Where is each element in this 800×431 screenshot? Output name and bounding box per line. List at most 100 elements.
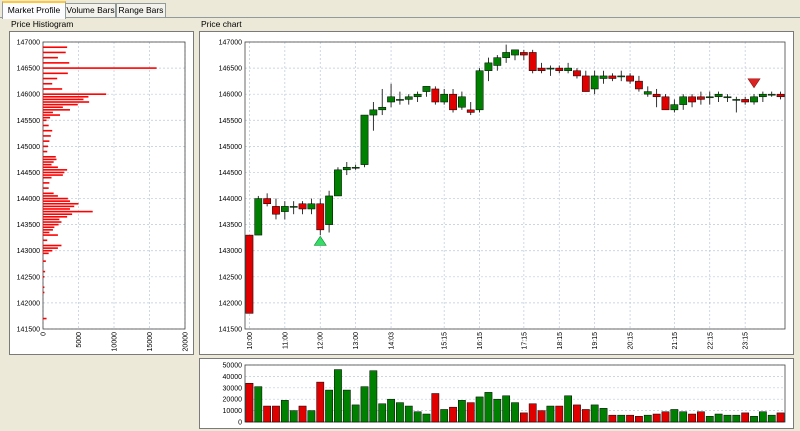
candle-body [254, 198, 263, 236]
volume-y-tick-label: 20000 [223, 397, 243, 404]
histogram-y-tick-label: 145000 [17, 144, 40, 151]
histogram-bar [43, 158, 57, 161]
volume-bar [422, 413, 431, 423]
histogram-bar [43, 234, 58, 236]
volume-bar [360, 386, 369, 423]
histogram-panel: 147000 146500 146000 145500 145000 144500 1440… [9, 31, 194, 355]
volume-bar [776, 412, 785, 423]
volume-bar [484, 392, 493, 423]
histogram-bar [43, 163, 52, 166]
volume-bar [688, 413, 696, 423]
candle-body [635, 80, 643, 90]
histogram-bar [43, 46, 68, 49]
candle-body [537, 67, 546, 71]
candle-body [449, 93, 457, 111]
volume-panel: 50000 40000 30000 20000 10000 0 [199, 358, 794, 429]
histogram-bar [43, 93, 107, 95]
volume-bar [573, 404, 581, 423]
price-y-tick-label: 142000 [219, 300, 242, 307]
candle-body [581, 75, 590, 92]
volume-bar [528, 403, 537, 423]
volume-bar [254, 386, 263, 423]
price-x-tick-label: 22:15 [707, 332, 714, 350]
histogram-bar [43, 187, 49, 189]
candle-body [396, 99, 404, 101]
volume-bar [316, 381, 325, 423]
histogram-bar [43, 202, 79, 205]
price-x-tick-label: 23:15 [743, 332, 750, 350]
volume-bar [325, 389, 333, 423]
volume-bar [245, 382, 254, 423]
volume-bar [475, 396, 484, 423]
price-x-tick-label: 17:15 [521, 332, 528, 350]
volume-bar [643, 414, 652, 423]
histogram-bar [43, 239, 48, 242]
histogram-bar [43, 229, 53, 231]
histogram-bar [43, 174, 63, 176]
candle-body [643, 91, 652, 95]
histogram-bar [43, 101, 90, 103]
volume-bar [679, 411, 688, 423]
candle-body [378, 106, 387, 111]
histogram-bar [43, 67, 157, 69]
histogram-bar [43, 166, 58, 169]
price-x-tick-label: 18:15 [557, 332, 564, 350]
candle-body [564, 67, 572, 71]
price-y-tick-label: 144500 [219, 170, 242, 177]
price-y-tick-label: 146500 [219, 66, 242, 73]
candle-body [484, 62, 493, 71]
tab-range-bars[interactable]: Range Bars [116, 3, 166, 17]
histogram-y-tick-label: 141500 [17, 327, 40, 334]
histogram-bar [43, 216, 68, 218]
histogram-bar [43, 135, 51, 137]
candle-body [502, 52, 511, 58]
price-y-tick-label: 147000 [219, 40, 242, 47]
volume-bar [263, 405, 272, 423]
volume-bar [750, 416, 758, 423]
volume-bar [661, 411, 670, 423]
volume-bar [599, 408, 608, 423]
volume-bar [652, 413, 661, 423]
histogram-bar [43, 171, 65, 174]
volume-bar [289, 410, 298, 423]
tab-volume-bars[interactable]: Volume Bars [65, 3, 116, 17]
histogram-bar [43, 182, 50, 184]
histogram-bar [43, 106, 63, 109]
histogram-bar [43, 176, 52, 179]
histogram-x-tick-label: 5000 [76, 332, 83, 348]
candle-body [750, 96, 758, 103]
volume-bar [635, 416, 643, 423]
histogram-bar [43, 286, 45, 289]
volume-bar [741, 412, 750, 423]
price-y-tick-label: 143500 [219, 222, 242, 229]
candle-body [245, 234, 254, 314]
price-chart-panel: 147000 146500 146000 145500 145000 144500 1440… [199, 31, 794, 355]
candle-body [422, 86, 431, 92]
candle-body [440, 93, 449, 103]
histogram-y-tick-label: 144500 [17, 170, 40, 177]
price-x-tick-label: 15:15 [442, 332, 449, 350]
volume-bar [546, 405, 555, 423]
volume-bar [449, 406, 457, 423]
price-y-tick-label: 141500 [219, 327, 242, 334]
histogram-y-tick-label: 146500 [17, 66, 40, 73]
candle-body [741, 99, 750, 103]
volume-bar [351, 404, 360, 423]
candle-body [289, 206, 298, 208]
histogram-bar [43, 210, 93, 213]
histogram-x-tick-label: 20000 [183, 332, 190, 352]
candle-body [493, 57, 502, 66]
volume-bar [581, 409, 590, 423]
volume-bar [502, 395, 511, 423]
volume-bar [617, 414, 626, 423]
volume-bar [723, 414, 732, 423]
candle-body [413, 93, 422, 98]
histogram-bar [43, 114, 61, 116]
tab-market-profile[interactable]: Market Profile [2, 1, 66, 19]
price-y-tick-label: 146000 [219, 92, 242, 99]
candle-body [555, 67, 564, 71]
volume-bar [431, 393, 440, 423]
candle-body [661, 96, 670, 111]
candle-body [511, 49, 519, 56]
histogram-bar [43, 145, 48, 148]
